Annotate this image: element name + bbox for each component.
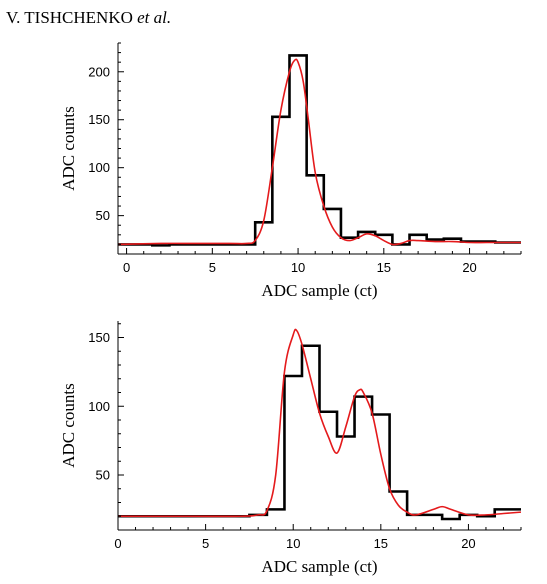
y-tick-label: 150 (88, 330, 110, 345)
x-axis-title: ADC sample (ct) (261, 557, 377, 576)
fit-curve-series (118, 58, 521, 246)
y-tick-label: 200 (88, 64, 110, 79)
x-tick-label: 0 (114, 536, 121, 551)
x-tick-label: 20 (461, 536, 475, 551)
y-tick-label: 100 (88, 399, 110, 414)
chart-panel-1: 0 5 10 15 20 50 100 150 200 ADC sample (ct) ADC co… (59, 42, 522, 300)
author-name: V. TISHCHENKO (6, 8, 133, 27)
x-tick-label: 10 (291, 260, 305, 275)
histogram-series (118, 344, 521, 521)
x-axis-title: ADC sample (ct) (261, 281, 377, 300)
x-tick-label: 10 (286, 536, 300, 551)
author-etal: et al. (137, 8, 172, 27)
x-tick-label: 5 (209, 260, 216, 275)
chart-panel-2: 0 5 10 15 20 50 100 150 ADC sample (ct) ADC count… (59, 321, 522, 576)
y-axis-title: ADC counts (59, 106, 78, 191)
y-tick-label: 50 (96, 468, 110, 483)
x-tick-label: 5 (202, 536, 209, 551)
y-tick-label: 50 (96, 208, 110, 223)
histogram-series (118, 54, 521, 247)
y-tick-label: 150 (88, 112, 110, 127)
page-header: V. TISHCHENKO et al. (6, 8, 171, 28)
y-axis-title: ADC counts (59, 383, 78, 468)
y-tick-label: 100 (88, 160, 110, 175)
x-tick-label: 15 (377, 260, 391, 275)
x-tick-label: 15 (374, 536, 388, 551)
x-tick-label: 0 (123, 260, 130, 275)
x-tick-label: 20 (462, 260, 476, 275)
fit-curve-series (118, 328, 521, 518)
